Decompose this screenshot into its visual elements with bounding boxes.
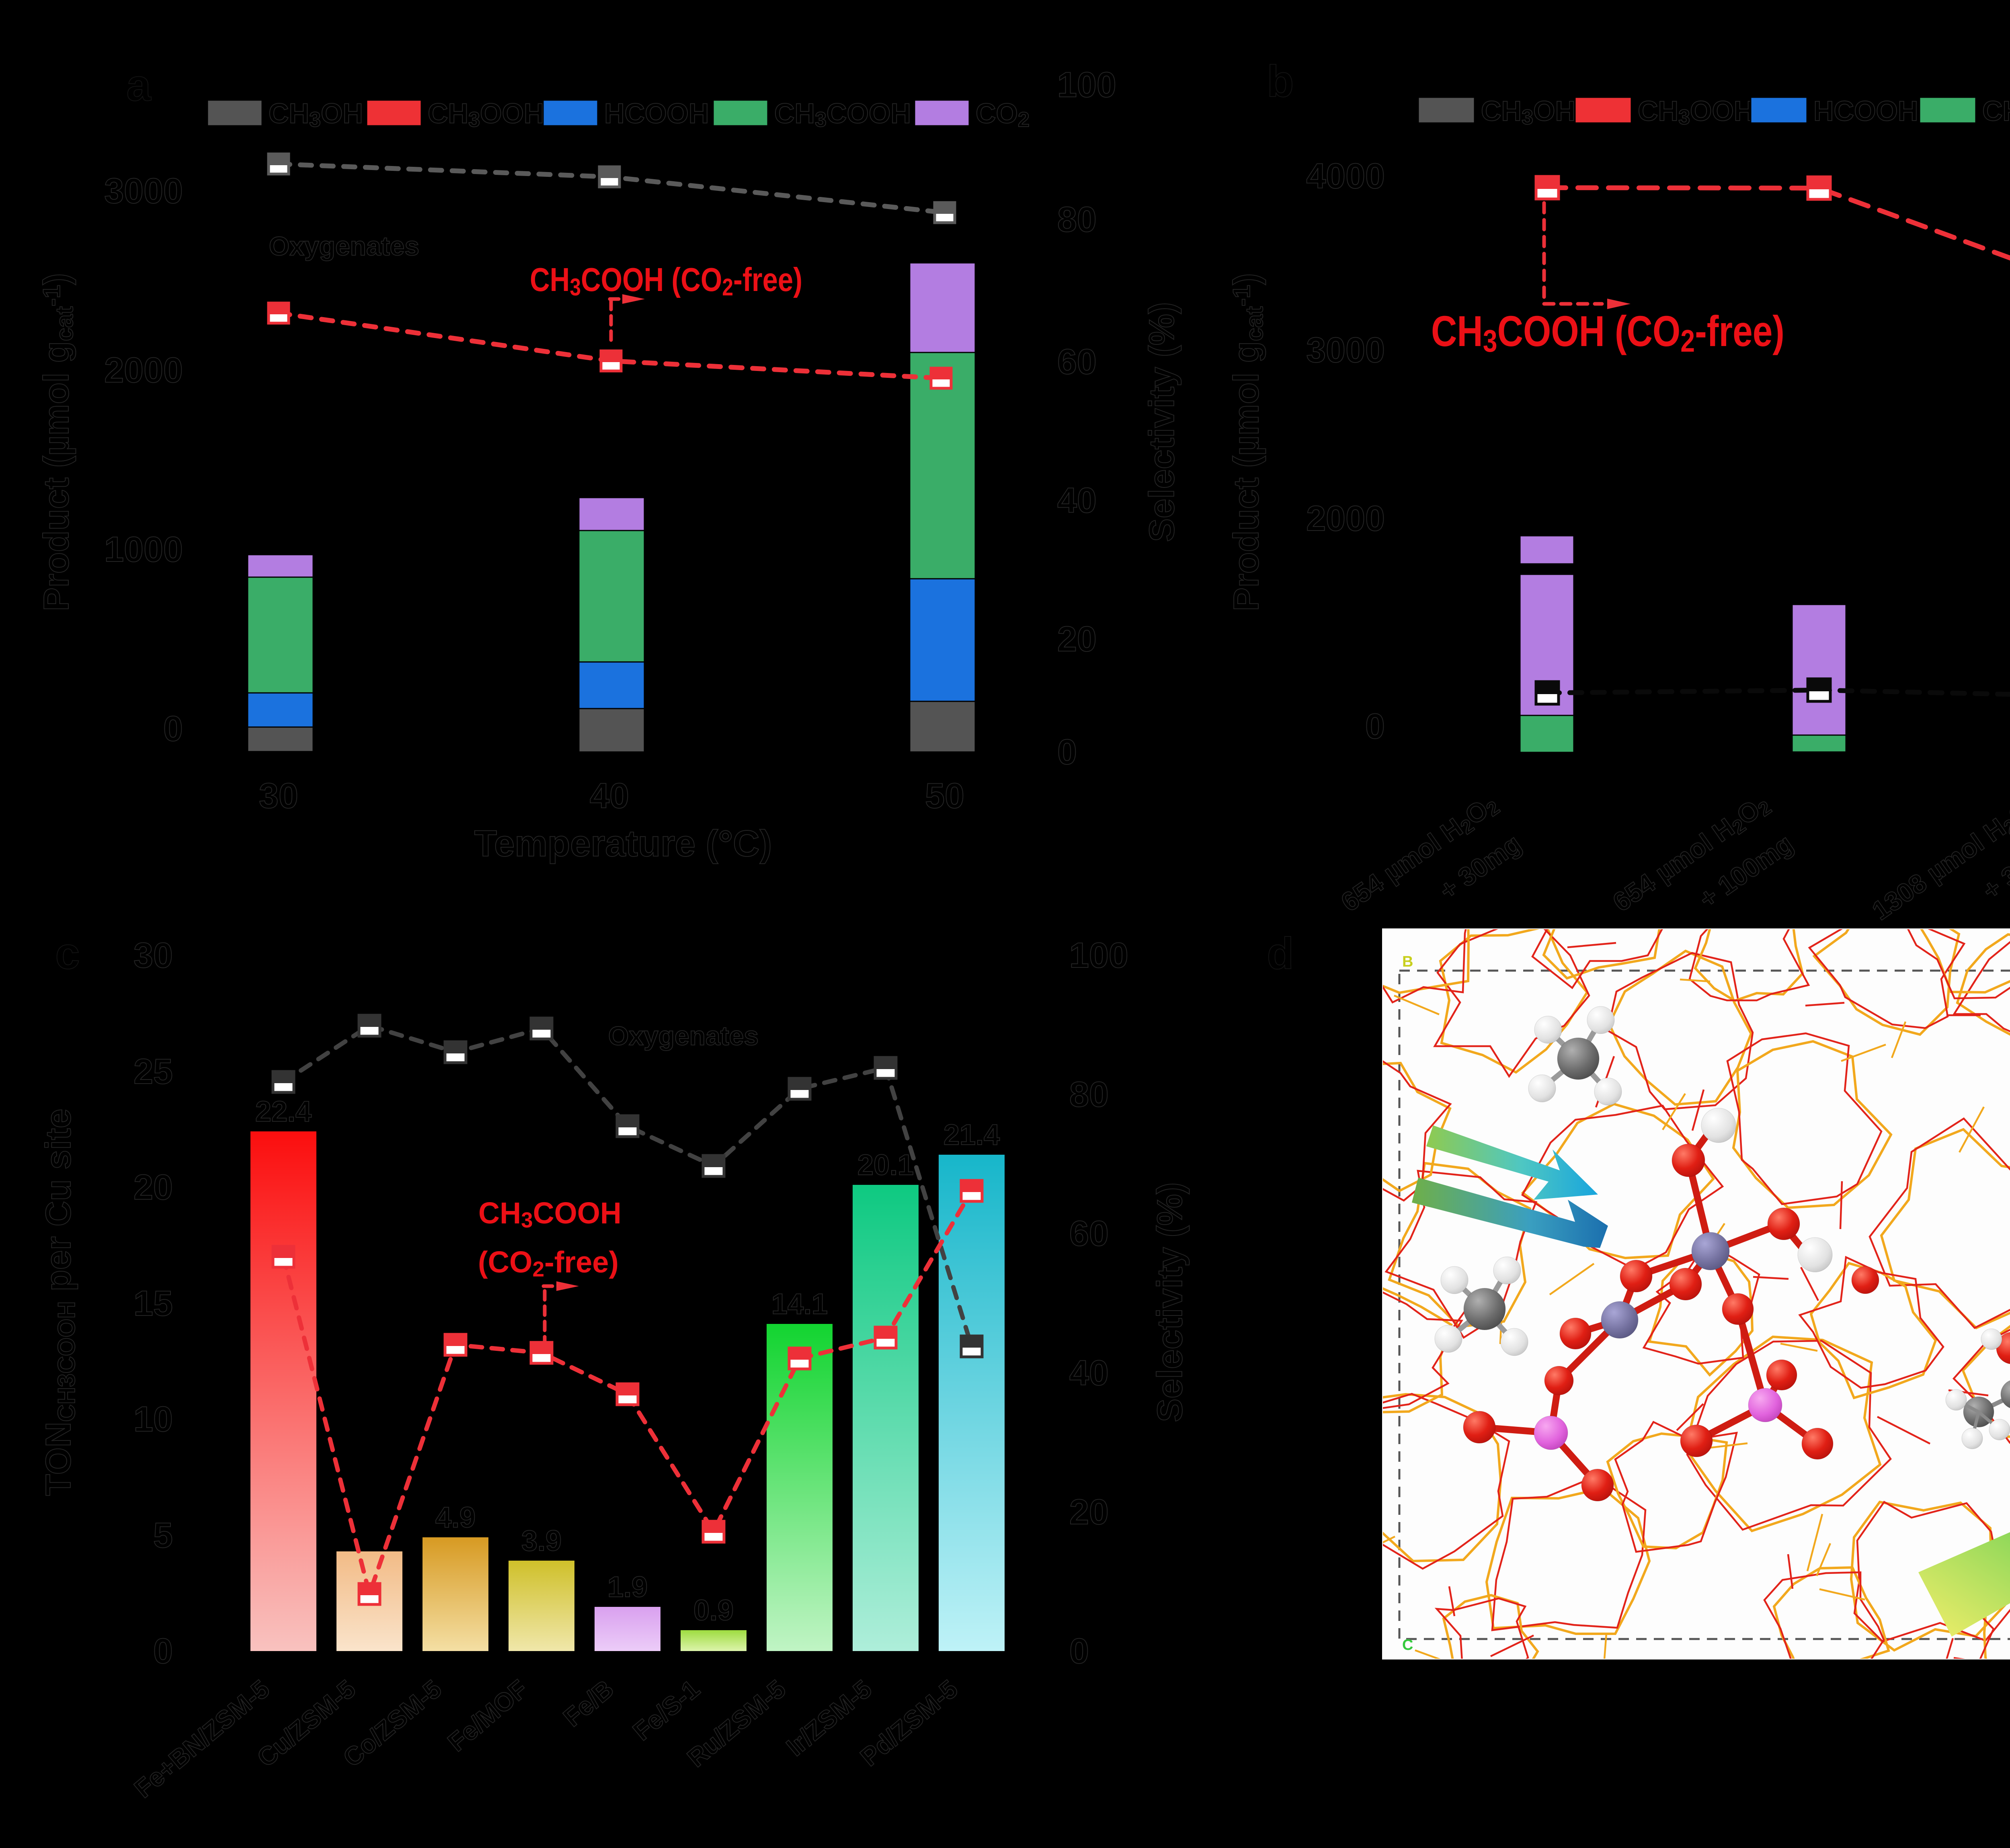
svg-text:60: 60 — [1057, 342, 1097, 381]
svg-text:Oxygenates: Oxygenates — [269, 231, 419, 261]
svg-text:(CO2-free): (CO2-free) — [478, 1245, 619, 1281]
svg-text:CH3COOH: CH3COOH — [774, 98, 911, 131]
svg-text:0: 0 — [1365, 706, 1385, 746]
svg-text:TONCH3COOH per Cu site: TONCH3COOH per Cu site — [38, 1108, 80, 1496]
svg-text:3.9: 3.9 — [521, 1525, 562, 1557]
svg-text:40: 40 — [1069, 1353, 1109, 1393]
svg-text:25: 25 — [133, 1051, 173, 1091]
svg-text:HCOOH: HCOOH — [604, 98, 709, 129]
svg-text:60: 60 — [1069, 1213, 1109, 1253]
svg-text:2000: 2000 — [1306, 498, 1385, 538]
svg-text:C: C — [1402, 1637, 1413, 1653]
svg-text:0.9: 0.9 — [693, 1594, 734, 1627]
svg-text:c: c — [55, 929, 80, 978]
svg-text:Oxygenates: Oxygenates — [608, 1021, 759, 1051]
svg-text:4.9: 4.9 — [435, 1502, 476, 1534]
svg-text:CH3OH: CH3OH — [269, 98, 363, 131]
svg-text:1.9: 1.9 — [607, 1571, 648, 1603]
svg-text:0: 0 — [153, 1631, 173, 1671]
svg-text:0: 0 — [1057, 732, 1077, 772]
svg-text:15: 15 — [133, 1283, 173, 1323]
svg-text:100: 100 — [1069, 935, 1128, 975]
svg-text:CH3COOH: CH3COOH — [1982, 95, 2010, 129]
svg-text:100: 100 — [1057, 65, 1116, 104]
svg-text:0: 0 — [1069, 1631, 1089, 1671]
svg-text:5: 5 — [153, 1515, 173, 1555]
svg-text:0: 0 — [163, 709, 183, 748]
svg-text:50: 50 — [925, 776, 964, 815]
svg-text:14.1: 14.1 — [771, 1288, 828, 1320]
svg-text:HCOOH: HCOOH — [1813, 95, 1918, 127]
svg-text:30: 30 — [133, 935, 173, 975]
svg-text:22.4: 22.4 — [255, 1096, 312, 1128]
svg-text:20: 20 — [1069, 1492, 1109, 1532]
svg-text:1000: 1000 — [104, 529, 183, 569]
svg-text:30: 30 — [259, 776, 298, 815]
svg-text:Selectivity (%): Selectivity (%) — [1150, 1182, 1190, 1422]
svg-text:20.1: 20.1 — [857, 1149, 914, 1181]
svg-text:10: 10 — [133, 1399, 173, 1439]
svg-text:80: 80 — [1057, 199, 1097, 239]
svg-text:a: a — [126, 61, 151, 110]
svg-text:40: 40 — [590, 776, 629, 815]
svg-text:2000: 2000 — [104, 350, 183, 390]
svg-text:21.4: 21.4 — [943, 1119, 1000, 1151]
svg-text:B: B — [1402, 953, 1413, 970]
svg-text:20: 20 — [133, 1167, 173, 1207]
svg-text:CH3OOH: CH3OOH — [428, 98, 544, 131]
svg-text:d: d — [1267, 929, 1294, 978]
svg-text:80: 80 — [1069, 1074, 1109, 1114]
svg-text:CH3OOH: CH3OOH — [1638, 95, 1754, 129]
svg-text:Selectivity (%): Selectivity (%) — [1142, 302, 1181, 542]
svg-text:4000: 4000 — [1306, 156, 1385, 196]
svg-text:CH3COOH: CH3COOH — [478, 1196, 621, 1232]
svg-text:b: b — [1267, 57, 1294, 106]
svg-text:3000: 3000 — [1306, 330, 1385, 370]
svg-text:40: 40 — [1057, 480, 1097, 520]
svg-text:20: 20 — [1057, 619, 1097, 659]
svg-text:Temperature (°C): Temperature (°C) — [474, 823, 772, 864]
svg-text:3000: 3000 — [104, 171, 183, 211]
